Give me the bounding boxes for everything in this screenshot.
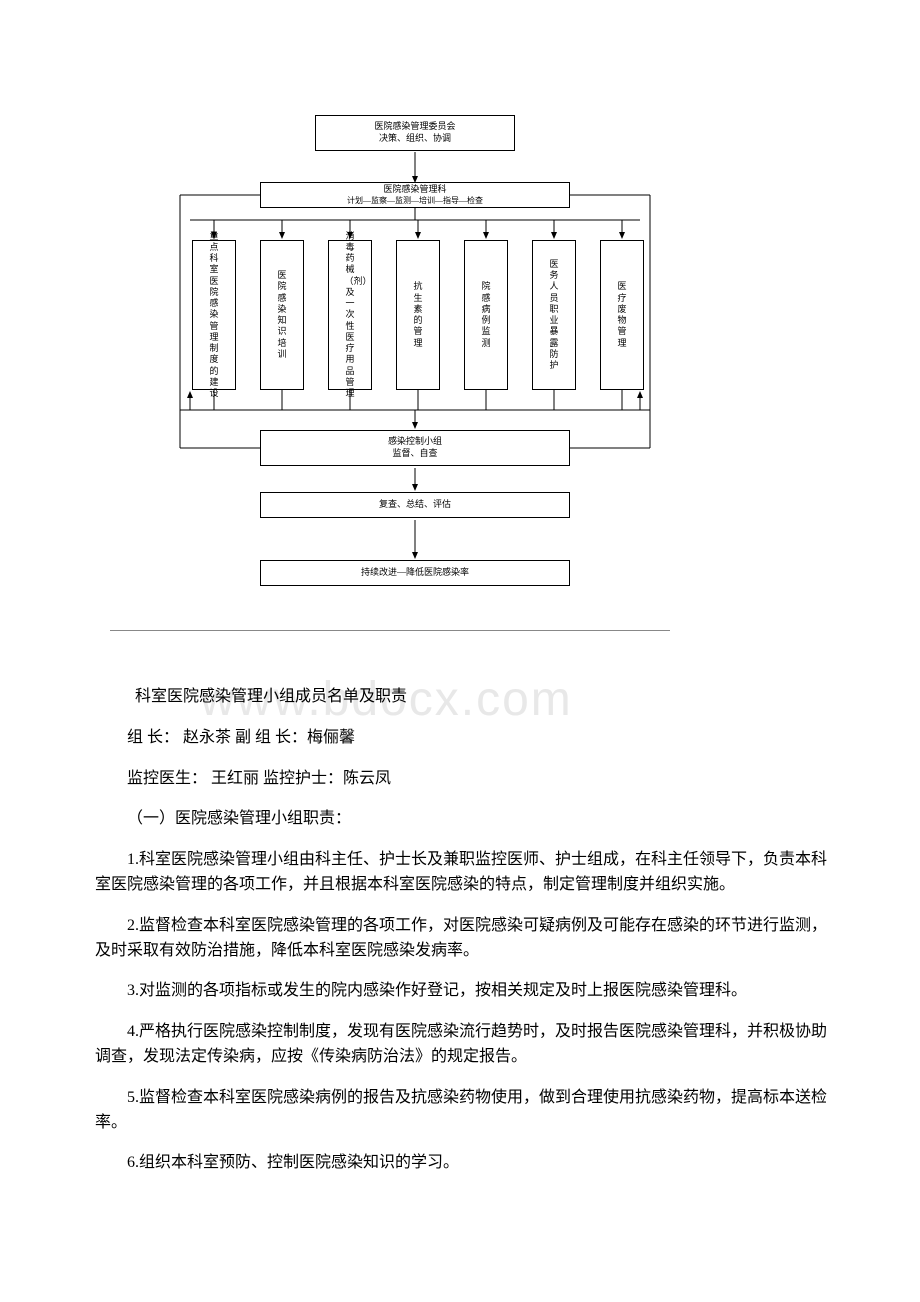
- node-control-l2: 监督、自查: [392, 448, 437, 460]
- paragraph-3: 3.对监测的各项指标或发生的院内感染作好登记，按相关规定及时上报医院感染管理科。: [95, 979, 830, 1004]
- paragraph-6: 6.组织本科室预防、控制医院感染知识的学习。: [95, 1151, 830, 1176]
- node-review-text: 复查、总结、评估: [379, 499, 451, 511]
- node-col-2: 消毒药械（剂）及一次性医疗用品管理: [328, 240, 372, 390]
- node-committee: 医院感染管理委员会 决策、组织、协调: [315, 115, 515, 151]
- line-leader: 组 长： 赵永茶 副 组 长：梅俪馨: [95, 726, 830, 751]
- subsection-1: （一）医院感染管理小组职责：: [95, 807, 830, 832]
- document-body: 科室医院感染管理小组成员名单及职责 组 长： 赵永茶 副 组 长：梅俪馨 监控医…: [95, 685, 830, 1192]
- node-dept: 医院感染管理科 计划—监察—监测—培训—指导—检查: [260, 182, 570, 208]
- node-col-1: 医院感染知识培训: [260, 240, 304, 390]
- node-control-l1: 感染控制小组: [388, 436, 442, 448]
- node-committee-l1: 医院感染管理委员会: [374, 121, 455, 133]
- separator-line: [110, 630, 670, 631]
- node-col-0: 重点科室医院感染管理制度的建设: [192, 240, 236, 390]
- line-monitor: 监控医生： 王红丽 监控护士：陈云凤: [95, 767, 830, 792]
- node-control-group: 感染控制小组 监督、自查: [260, 430, 570, 466]
- node-col-6: 医疗废物管理: [600, 240, 644, 390]
- node-dept-l1: 医院感染管理科: [383, 184, 446, 196]
- paragraph-2: 2.监督检查本科室医院感染管理的各项工作，对医院感染可疑病例及可能存在感染的环节…: [95, 914, 830, 964]
- paragraph-4: 4.严格执行医院感染控制制度，发现有医院感染流行趋势时，及时报告医院感染管理科，…: [95, 1020, 830, 1070]
- node-col-3: 抗生素的管理: [396, 240, 440, 390]
- node-improve-text: 持续改进—降低医院感染率: [361, 567, 469, 579]
- node-col-5: 医务人员职业暴露防护: [532, 240, 576, 390]
- org-flowchart: 医院感染管理委员会 决策、组织、协调 医院感染管理科 计划—监察—监测—培训—指…: [160, 110, 700, 620]
- node-review: 复查、总结、评估: [260, 492, 570, 518]
- node-dept-l2: 计划—监察—监测—培训—指导—检查: [347, 196, 483, 206]
- node-col-4: 院感病例监测: [464, 240, 508, 390]
- node-improve: 持续改进—降低医院感染率: [260, 560, 570, 586]
- node-committee-l2: 决策、组织、协调: [379, 133, 451, 145]
- paragraph-1: 1.科室医院感染管理小组由科主任、护士长及兼职监控医师、护士组成，在科主任领导下…: [95, 848, 830, 898]
- paragraph-5: 5.监督检查本科室医院感染病例的报告及抗感染药物使用，做到合理使用抗感染药物，提…: [95, 1086, 830, 1136]
- section-heading: 科室医院感染管理小组成员名单及职责: [95, 685, 830, 710]
